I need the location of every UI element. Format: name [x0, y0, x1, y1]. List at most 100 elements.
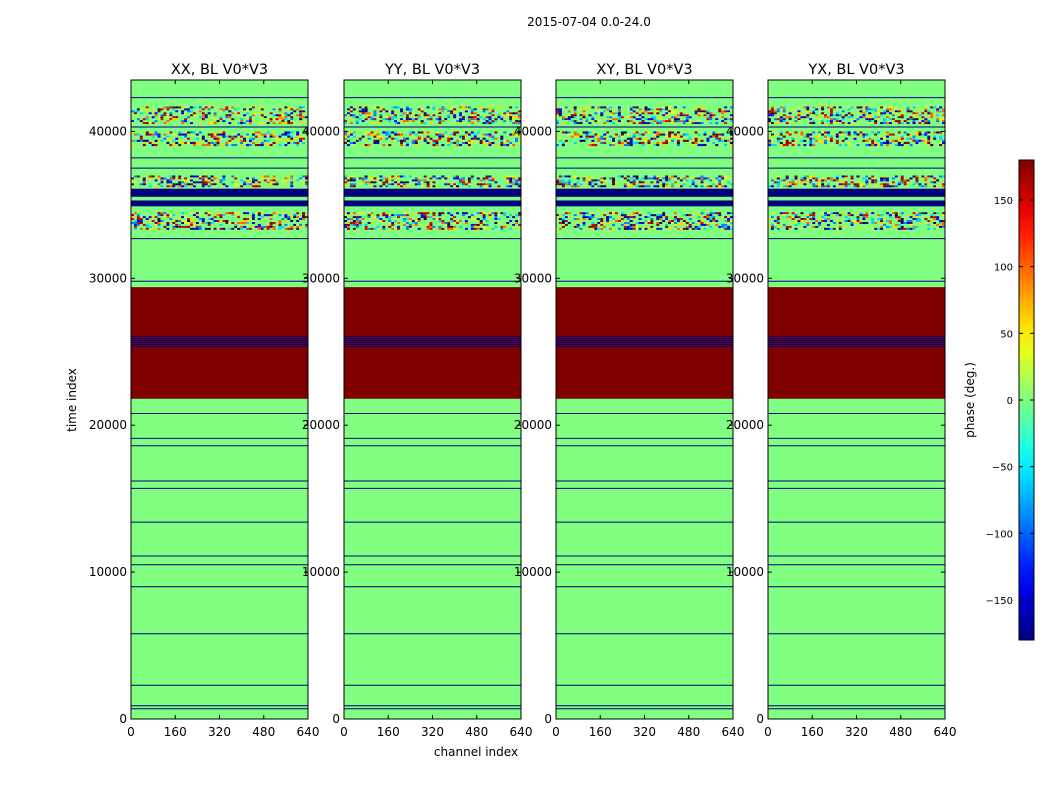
noise-cell [662, 181, 666, 184]
y-tick-label: 20000 [514, 418, 552, 432]
noise-cell [815, 108, 819, 111]
noise-cell [394, 220, 398, 222]
noise-cell [635, 112, 639, 115]
noise-cell [768, 118, 771, 121]
noise-cell [847, 218, 851, 221]
noise-cell [644, 175, 648, 178]
noise-cell [659, 108, 663, 111]
noise-cell [482, 212, 486, 215]
noise-cell [623, 144, 627, 147]
noise-cell [942, 222, 945, 224]
noise-cell [906, 185, 910, 188]
noise-cell [240, 222, 244, 224]
noise-cell [617, 220, 621, 222]
noise-cell [818, 137, 822, 140]
noise-cell [806, 108, 810, 111]
noise-cell [924, 222, 928, 224]
noise-cell [891, 133, 895, 136]
noise-cell [936, 223, 940, 226]
noise-cell [426, 133, 430, 136]
noise-cell [900, 122, 904, 125]
noise-cell [838, 227, 842, 230]
noise-cell [491, 212, 495, 215]
noise-cell [582, 222, 586, 224]
noise-cell [709, 179, 713, 182]
noise-cell [133, 220, 137, 222]
noise-cell [257, 179, 261, 182]
noise-cell [782, 139, 786, 142]
noise-cell [394, 227, 398, 230]
noise-cell [700, 185, 704, 188]
noise-cell [915, 212, 919, 215]
noise-cell [464, 222, 468, 224]
noise-cell [257, 131, 261, 134]
noise-cell [355, 225, 359, 228]
noise-cell [715, 133, 719, 136]
noise-cell [709, 214, 713, 217]
noise-cell [644, 112, 648, 115]
noise-cell [503, 175, 507, 178]
noise-cell [888, 108, 892, 111]
colorbar-tick-label: −150 [986, 596, 1013, 607]
noise-cell [886, 110, 889, 113]
noise-cell [609, 220, 613, 222]
noise-cell [662, 131, 666, 134]
noise-cell [358, 183, 362, 186]
noise-cell [397, 139, 401, 142]
noise-cell [426, 131, 430, 134]
noise-cell [632, 131, 636, 134]
noise-cell [606, 144, 610, 147]
noise-cell [620, 108, 624, 111]
noise-cell [275, 110, 279, 113]
x-tick-label: 0 [127, 725, 135, 739]
noise-cell [131, 177, 134, 180]
noise-cell [623, 212, 627, 215]
noise-cell [635, 131, 639, 134]
noise-cell [254, 114, 258, 117]
noise-cell [506, 120, 510, 123]
noise-cell [668, 139, 672, 142]
noise-cell [936, 110, 940, 113]
noise-cell [284, 177, 288, 180]
noise-cell [352, 112, 356, 115]
noise-cell [597, 120, 601, 123]
noise-cell [506, 181, 510, 184]
noise-cell [462, 122, 465, 125]
noise-cell [809, 181, 813, 184]
noise-cell [246, 212, 249, 215]
noise-cell [225, 212, 229, 215]
noise-cell [888, 133, 892, 136]
noise-cell [157, 118, 161, 121]
noise-cell [379, 179, 383, 182]
noise-cell [703, 214, 707, 217]
noise-cell [225, 133, 229, 136]
noise-cell [408, 131, 412, 134]
noise-cell [829, 216, 833, 219]
noise-cell [352, 179, 356, 182]
noise-cell [195, 227, 199, 230]
noise-cell [567, 110, 571, 113]
noise-cell [776, 175, 780, 178]
noise-cell [862, 106, 866, 109]
noise-cell [459, 110, 462, 113]
noise-cell [509, 177, 513, 180]
noise-cell [779, 137, 783, 140]
noise-cell [906, 118, 910, 121]
noise-cell [779, 225, 783, 228]
noise-cell [506, 223, 510, 226]
noise-cell [791, 181, 795, 184]
noise-cell [512, 112, 516, 115]
noise-cell [518, 135, 521, 138]
noise-cell [891, 116, 895, 119]
noise-cell [721, 216, 725, 219]
noise-cell [385, 181, 389, 184]
noise-cell [844, 131, 848, 134]
noise-cell [662, 116, 666, 119]
noise-cell [609, 212, 613, 215]
noise-cell [827, 116, 830, 119]
blue-band [344, 188, 521, 197]
noise-cell [862, 183, 866, 186]
noise-cell [210, 175, 214, 178]
noise-cell [629, 116, 633, 119]
noise-cell [832, 179, 836, 182]
